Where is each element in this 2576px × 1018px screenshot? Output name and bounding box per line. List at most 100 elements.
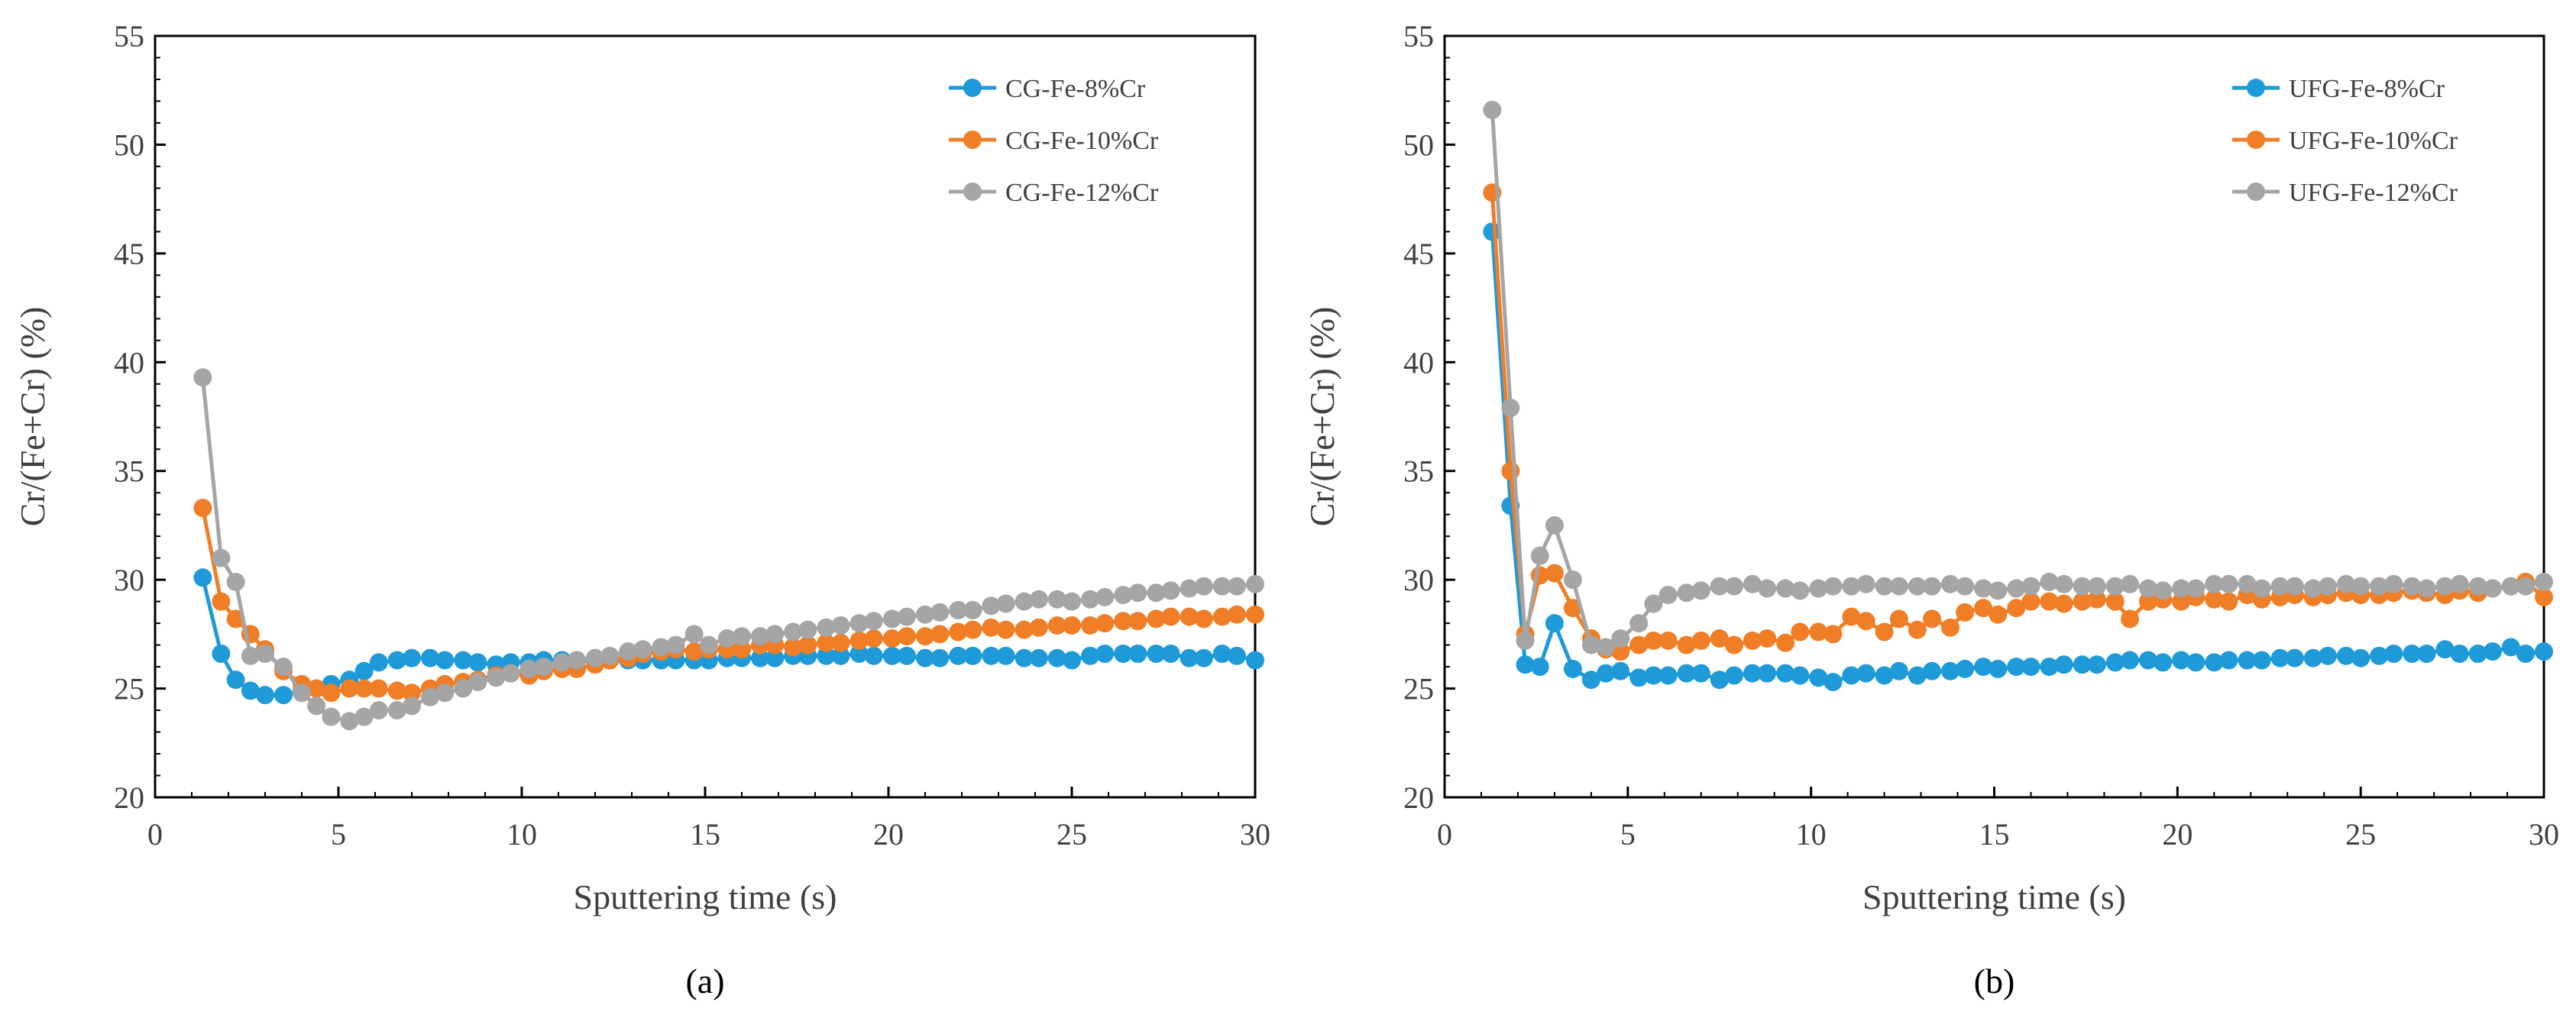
data-point [1161,644,1180,663]
data-point [1483,100,1502,119]
data-point [1095,644,1115,663]
data-point [241,646,260,665]
data-point [1563,599,1582,618]
data-point [817,633,836,652]
data-point [1659,666,1678,685]
x-tick-label: 25 [2345,817,2376,852]
data-point [307,696,326,716]
data-point [1246,651,1264,670]
data-point [1228,577,1246,596]
data-point [1940,661,1960,680]
data-point [963,620,982,639]
data-point [1597,664,1616,683]
data-point [552,653,571,672]
data-point [1974,658,1993,677]
data-point [256,686,274,705]
data-point [2351,577,2371,596]
data-point [849,644,869,663]
data-point [751,627,769,646]
data-point [1889,577,1908,596]
data-point [2205,574,2224,593]
data-point [2021,577,2040,596]
data-point [666,635,685,654]
data-point [226,572,245,591]
data-point [2105,577,2125,596]
data-point [916,648,934,667]
y-tick-label: 40 [114,345,144,380]
data-point [1545,614,1564,633]
data-point [354,679,374,698]
data-point [1212,644,1231,663]
data-point [1940,574,1960,593]
data-point [1516,655,1535,674]
data-point [387,681,406,700]
legend: CG-Fe-8%Cr CG-Fe-10%Cr CG-Fe-12%Cr [949,75,1159,207]
data-point [751,648,769,667]
data-point [1246,605,1264,624]
data-point [2468,577,2487,596]
data-point [2120,609,2139,629]
data-point [2303,648,2322,667]
data-point [2105,653,2125,672]
y-tick-label: 45 [114,237,144,271]
data-point [468,653,487,672]
data-point [421,687,439,706]
data-point [864,612,883,631]
data-point [2516,644,2536,663]
data-point [1644,666,1663,685]
data-point [2105,592,2125,611]
data-point [2040,592,2059,611]
data-point [949,601,968,620]
data-point [2073,577,2092,596]
series-UFG-Fe-12%Cr [1483,100,2553,657]
data-point [1629,635,1649,654]
data-point [1212,607,1231,626]
data-point [784,638,803,657]
data-point [256,644,274,663]
data-point [2483,642,2502,661]
data-point [403,648,421,667]
data-point [1063,651,1081,670]
data-point [1856,574,1875,593]
data-point [2483,579,2502,598]
x-axis-title: Sputtering time (s) [574,877,837,916]
data-point [699,635,718,654]
data-point [1194,577,1213,596]
data-point [1629,668,1649,687]
data-point [1047,616,1066,635]
data-point [1501,399,1520,418]
data-point [898,607,916,626]
data-point [2054,574,2073,593]
data-point [1147,583,1166,603]
data-point [2270,577,2290,596]
data-point [1095,587,1115,606]
data-point [212,644,231,663]
data-point [1791,622,1810,642]
data-point [487,668,506,687]
data-point [435,684,455,703]
data-point [369,701,388,720]
data-point [2073,592,2092,611]
data-point [586,648,604,667]
data-point [1809,668,1828,687]
data-point [2501,577,2520,596]
data-point [798,635,817,654]
data-point [1710,577,1729,596]
y-tick-label: 55 [114,19,144,53]
data-point [2087,590,2106,609]
data-point [1743,631,1762,650]
legend-swatch-marker [963,79,982,97]
data-point [1889,609,1908,629]
data-point [2384,644,2403,663]
data-point [2384,574,2403,593]
data-point [2535,642,2553,661]
data-point [534,658,553,677]
data-point [1545,515,1564,535]
data-point [1563,570,1582,590]
data-point [354,661,374,680]
data-point [1644,594,1663,613]
data-point [1989,605,2008,624]
legend-swatch-marker [2247,131,2265,149]
data-point [1856,664,1875,683]
